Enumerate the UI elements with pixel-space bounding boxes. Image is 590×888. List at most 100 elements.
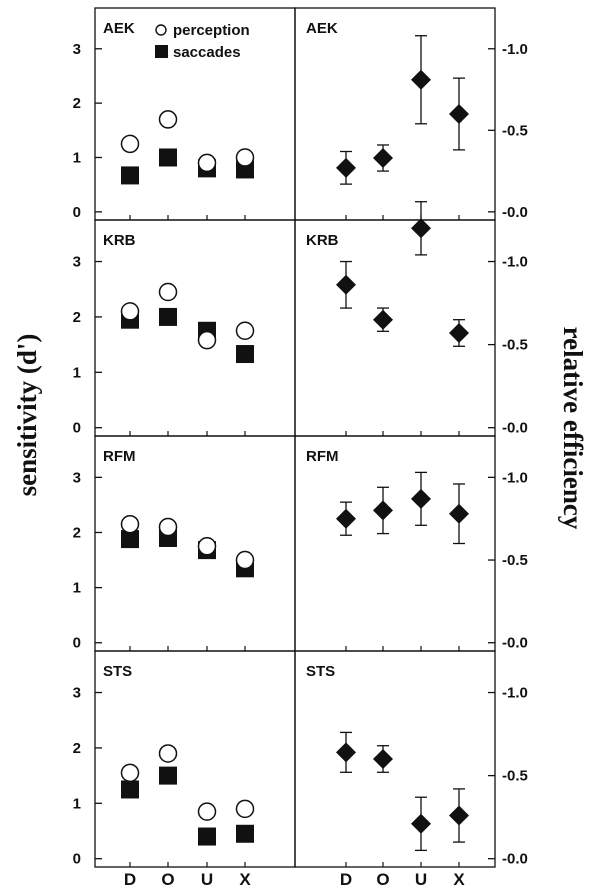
perception-point bbox=[197, 153, 217, 173]
perception-point bbox=[158, 110, 178, 129]
x-category-label-left: O bbox=[161, 870, 174, 888]
right-tick-label: -0.5 bbox=[502, 768, 528, 785]
panel-frame-right bbox=[294, 650, 496, 868]
efficiency-point bbox=[373, 148, 393, 169]
perception-point bbox=[235, 148, 255, 167]
left-tick-label: 2 bbox=[73, 740, 81, 757]
efficiency-point bbox=[411, 488, 431, 509]
legend-saccades-label: saccades bbox=[173, 44, 241, 61]
left-tick-label: 0 bbox=[73, 204, 81, 221]
right-tick-label: -0.0 bbox=[502, 635, 528, 652]
x-category-label-right: D bbox=[340, 870, 352, 888]
saccades-point bbox=[159, 307, 177, 326]
right-tick-label: -1.0 bbox=[502, 685, 528, 702]
saccades-point bbox=[121, 780, 139, 799]
left-tick-label: 3 bbox=[73, 41, 81, 58]
perception-point bbox=[120, 302, 140, 321]
panel-row-krb: 0 1 2 3 -0.0 -0.5 -1.0 KRB KRB bbox=[73, 201, 528, 437]
perception-point bbox=[197, 537, 217, 556]
left-tick-label: 1 bbox=[73, 795, 81, 812]
right-tick-label: -1.0 bbox=[502, 469, 528, 486]
legend-perception-label: perception bbox=[173, 22, 250, 39]
efficiency-point bbox=[449, 104, 469, 124]
perception-point bbox=[235, 321, 255, 341]
left-tick-label: 0 bbox=[73, 420, 81, 437]
x-category-label-left: X bbox=[239, 870, 251, 888]
panel-row-sts: 0 1 2 3 -0.0 -0.5 -1.0 STS STS bbox=[73, 650, 528, 868]
left-tick-label: 2 bbox=[73, 309, 81, 326]
efficiency-point bbox=[373, 500, 393, 521]
efficiency-point bbox=[373, 749, 393, 769]
panel-subject-label: KRB bbox=[103, 232, 136, 249]
right-tick-label: -1.0 bbox=[502, 254, 528, 271]
efficiency-point bbox=[411, 69, 431, 90]
left-tick-label: 1 bbox=[73, 580, 81, 597]
right-tick-label: -0.0 bbox=[502, 204, 528, 221]
perception-point bbox=[197, 802, 217, 821]
left-tick-label: 3 bbox=[73, 469, 81, 486]
left-tick-label: 0 bbox=[73, 635, 81, 652]
left-tick-label: 0 bbox=[73, 851, 81, 868]
efficiency-point bbox=[373, 309, 393, 330]
right-tick-label: -1.0 bbox=[502, 41, 528, 58]
panel-subject-label: AEK bbox=[103, 20, 135, 37]
right-tick-label: -0.5 bbox=[502, 552, 528, 569]
efficiency-point bbox=[449, 503, 469, 524]
left-tick-label: 1 bbox=[73, 364, 81, 381]
legend-saccades-marker bbox=[155, 45, 168, 58]
panel-subject-label: RFM bbox=[103, 448, 136, 465]
efficiency-point bbox=[411, 813, 431, 834]
panel-subject-label: STS bbox=[306, 663, 335, 680]
panel-row-rfm: 0 1 2 3 -0.0 -0.5 -1.0 RFM RFM bbox=[73, 435, 528, 652]
perception-point bbox=[120, 134, 140, 154]
x-category-label-left: D bbox=[124, 870, 136, 888]
x-category-label-left: U bbox=[201, 870, 213, 888]
panel-frame-right bbox=[294, 219, 496, 437]
left-tick-label: 3 bbox=[73, 685, 81, 702]
right-tick-label: -0.0 bbox=[502, 420, 528, 437]
x-category-label-right: U bbox=[415, 870, 427, 888]
efficiency-point bbox=[449, 322, 469, 343]
panels: 0 1 2 3 -0.0 -0.5 -1.0 AEK AEK perception saccades… bbox=[73, 7, 528, 868]
perception-point bbox=[120, 763, 140, 783]
left-tick-label: 2 bbox=[73, 524, 81, 541]
perception-point bbox=[158, 282, 178, 302]
efficiency-point bbox=[449, 805, 469, 826]
saccades-point bbox=[236, 345, 254, 364]
x-category-labels: D DO OU UX X bbox=[124, 870, 465, 888]
right-tick-label: -0.0 bbox=[502, 851, 528, 868]
panel-subject-label: STS bbox=[103, 663, 132, 680]
panel-subject-label: KRB bbox=[306, 232, 339, 249]
perception-point bbox=[120, 514, 140, 534]
panel-subject-label: AEK bbox=[306, 20, 338, 37]
saccades-point bbox=[121, 530, 139, 549]
left-tick-label: 1 bbox=[73, 149, 81, 166]
efficiency-point bbox=[336, 157, 356, 178]
saccades-point bbox=[159, 766, 177, 785]
saccades-point bbox=[121, 166, 139, 185]
perception-point bbox=[235, 550, 255, 570]
panel-frame-left bbox=[94, 650, 296, 868]
right-tick-label: -0.5 bbox=[502, 337, 528, 354]
perception-point bbox=[158, 744, 178, 763]
efficiency-point bbox=[336, 274, 356, 295]
efficiency-point bbox=[411, 218, 431, 239]
left-tick-label: 3 bbox=[73, 254, 81, 271]
saccades-point bbox=[236, 824, 254, 843]
perception-point bbox=[197, 330, 217, 350]
x-category-label-right: X bbox=[453, 870, 465, 888]
legend-perception-marker bbox=[155, 24, 167, 36]
y-axis-title-right: relative efficiency bbox=[558, 327, 588, 530]
right-tick-label: -0.5 bbox=[502, 122, 528, 139]
x-category-label-right: O bbox=[376, 870, 389, 888]
efficiency-point bbox=[336, 742, 356, 763]
efficiency-point bbox=[336, 508, 356, 529]
left-tick-label: 2 bbox=[73, 95, 81, 112]
panel-subject-label: RFM bbox=[306, 448, 339, 465]
perception-point bbox=[158, 517, 178, 537]
y-axis-title-left: sensitivity (d') bbox=[12, 334, 42, 497]
saccades-point bbox=[159, 148, 177, 167]
perception-point bbox=[235, 799, 255, 819]
panel-frame-left bbox=[94, 7, 296, 221]
